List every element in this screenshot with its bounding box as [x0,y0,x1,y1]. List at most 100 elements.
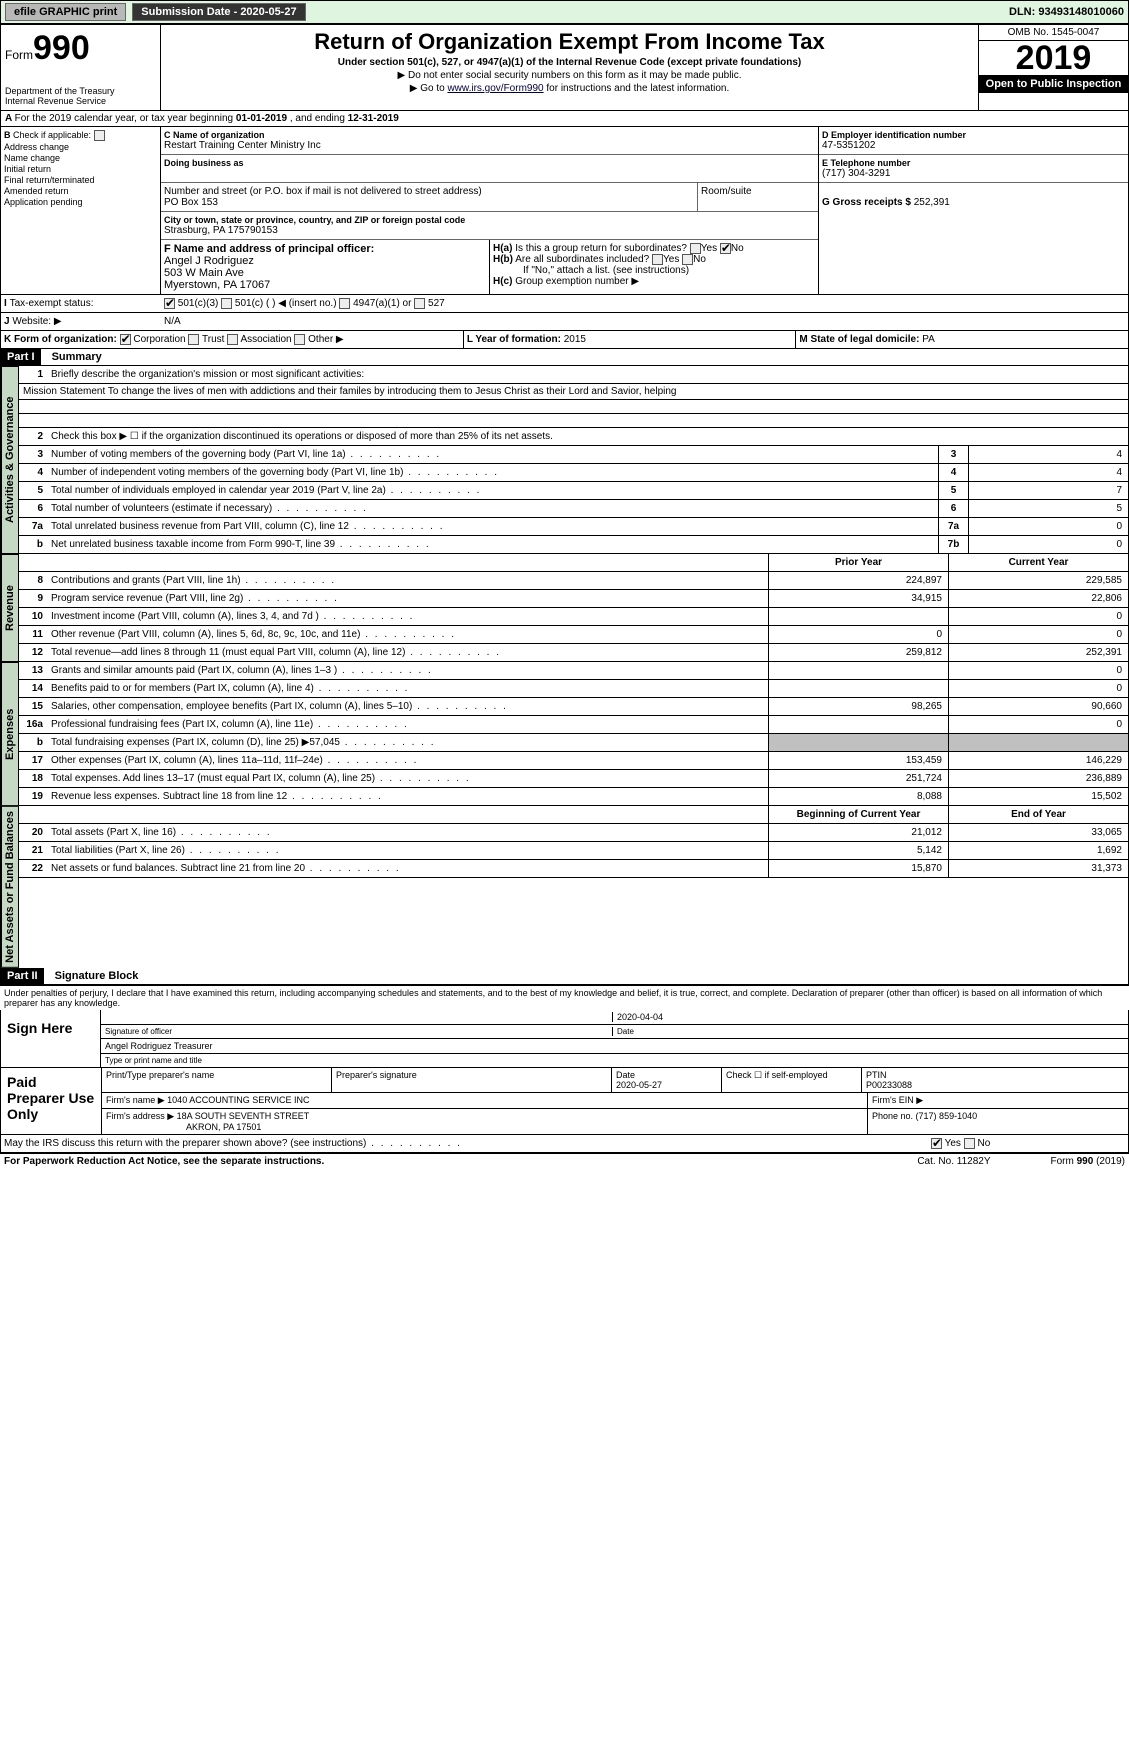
ein-value: 47-5351202 [822,140,1125,151]
state-domicile-value: PA [922,334,935,345]
city-state-zip: Strasburg, PA 175790153 [164,225,815,236]
sig-officer-label: Signature of officer [105,1027,612,1036]
discuss-no[interactable] [964,1138,975,1149]
row-i-tax-status: I Tax-exempt status: 501(c)(3) 501(c) ( … [0,295,1129,313]
chk-initial-return: Initial return [4,164,157,174]
chk-4947[interactable] [339,298,350,309]
mission-statement: Mission Statement To change the lives of… [19,384,1128,400]
row-k-form-org: K Form of organization: Corporation Trus… [0,331,1129,349]
tax-year-end: 12-31-2019 [348,113,399,124]
table-row: 22Net assets or fund balances. Subtract … [19,860,1128,878]
hb-text: Are all subordinates included? [515,254,649,265]
officer-name: Angel J Rodriguez [164,255,486,267]
irs-link[interactable]: www.irs.gov/Form990 [447,83,543,94]
table-row: 5Total number of individuals employed in… [19,482,1128,500]
hb-no[interactable] [682,254,693,265]
room-header: Room/suite [701,186,815,197]
footer-left: For Paperwork Reduction Act Notice, see … [4,1156,324,1167]
chk-501c3[interactable] [164,298,175,309]
table-row: 9Program service revenue (Part VIII, lin… [19,590,1128,608]
paid-preparer-label: Paid Preparer Use Only [1,1068,101,1134]
revenue-block: Revenue Prior Year Current Year 8Contrib… [0,554,1129,662]
prep-name-header: Print/Type preparer's name [102,1068,332,1092]
table-row: 13Grants and similar amounts paid (Part … [19,662,1128,680]
chk-final-return: Final return/terminated [4,175,157,185]
firm-name: 1040 ACCOUNTING SERVICE INC [167,1095,309,1105]
table-row: bNet unrelated business taxable income f… [19,536,1128,554]
line2-text: Check this box ▶ ☐ if the organization d… [47,429,1128,444]
title-box: Return of Organization Exempt From Incom… [161,25,978,110]
hb-note: If "No," attach a list. (see instruction… [493,265,815,276]
footer-form: Form 990 (2019) [1051,1156,1125,1167]
gross-receipts-value: 252,391 [914,197,950,208]
table-row: 4Number of independent voting members of… [19,464,1128,482]
chk-application-pending: Application pending [4,197,157,207]
firm-city: AKRON, PA 17501 [106,1122,261,1132]
table-row: 10Investment income (Part VIII, column (… [19,608,1128,626]
table-row: 15Salaries, other compensation, employee… [19,698,1128,716]
phone-value: (717) 304-3291 [822,168,1125,179]
website-value: N/A [161,313,1128,330]
table-row: bTotal fundraising expenses (Part IX, co… [19,734,1128,752]
governance-block: Activities & Governance 1 Briefly descri… [0,366,1129,554]
sign-here-label: Sign Here [1,1010,101,1067]
officer-addr2: Myerstown, PA 17067 [164,279,486,291]
side-label-revenue: Revenue [1,554,19,662]
table-row: 21Total liabilities (Part X, line 26)5,1… [19,842,1128,860]
city-header: City or town, state or province, country… [164,215,815,225]
hc-text: Group exemption number ▶ [515,276,639,287]
table-row: 11Other revenue (Part VIII, column (A), … [19,626,1128,644]
side-label-expenses: Expenses [1,662,19,806]
chk-trust[interactable] [188,334,199,345]
part-1-header: Part I Summary [0,349,1129,366]
table-row: 7aTotal unrelated business revenue from … [19,518,1128,536]
line-a: A For the 2019 calendar year, or tax yea… [0,111,1129,127]
year-formation-label: L Year of formation: [467,334,564,345]
prep-self-employed: Check ☐ if self-employed [722,1068,862,1092]
officer-addr1: 503 W Main Ave [164,267,486,279]
footer-catalog: Cat. No. 11282Y [917,1156,990,1167]
chk-corporation[interactable] [120,334,131,345]
table-row: 16aProfessional fundraising fees (Part I… [19,716,1128,734]
gross-receipts-label: G Gross receipts $ [822,197,914,208]
officer-name-title: Angel Rodriguez Treasurer [105,1041,1124,1051]
signature-date: 2020-04-04 [612,1012,1124,1022]
submission-date-button[interactable]: Submission Date - 2020-05-27 [132,3,305,21]
org-name: Restart Training Center Ministry Inc [164,140,815,151]
discuss-row: May the IRS discuss this return with the… [0,1135,1129,1153]
org-name-header: C Name of organization [164,130,815,140]
chk-other[interactable] [294,334,305,345]
col-b-checkboxes: B Check if applicable: Address change Na… [1,127,161,294]
line1-label: Briefly describe the organization's miss… [47,367,1128,382]
discuss-yes[interactable] [931,1138,942,1149]
ha-no[interactable] [720,243,731,254]
chk-amended-return: Amended return [4,186,157,196]
part-2-header: Part II Signature Block [0,968,1129,985]
chk-527[interactable] [414,298,425,309]
phone-header: E Telephone number [822,158,1125,168]
instruction-2: ▶ Go to www.irs.gov/Form990 for instruct… [165,83,974,94]
hb-yes[interactable] [652,254,663,265]
signature-section: Sign Here 2020-04-04 Signature of office… [0,1010,1129,1068]
form-number: 990 [33,29,90,67]
ha-text: Is this a group return for subordinates? [515,243,687,254]
efile-button[interactable]: efile GRAPHIC print [5,3,126,21]
street-address: PO Box 153 [164,197,694,208]
header-info-block: B Check if applicable: Address change Na… [0,127,1129,295]
col-c-org-info: C Name of organization Restart Training … [161,127,818,294]
year-box: OMB No. 1545-0047 2019 Open to Public In… [978,25,1128,110]
expenses-block: Expenses 13Grants and similar amounts pa… [0,662,1129,806]
ha-yes[interactable] [690,243,701,254]
chk-501c[interactable] [221,298,232,309]
chk-association[interactable] [227,334,238,345]
side-label-net-assets: Net Assets or Fund Balances [1,806,19,968]
checkbox-b[interactable] [94,130,105,141]
top-bar: efile GRAPHIC print Submission Date - 20… [0,0,1129,24]
paid-preparer-section: Paid Preparer Use Only Print/Type prepar… [0,1068,1129,1135]
end-year-header: End of Year [948,806,1128,823]
firm-phone: (717) 859-1040 [916,1111,978,1121]
discuss-text: May the IRS discuss this return with the… [1,1135,928,1152]
table-row: 20Total assets (Part X, line 16)21,01233… [19,824,1128,842]
form-word: Form [5,48,33,62]
chk-address-change: Address change [4,142,157,152]
